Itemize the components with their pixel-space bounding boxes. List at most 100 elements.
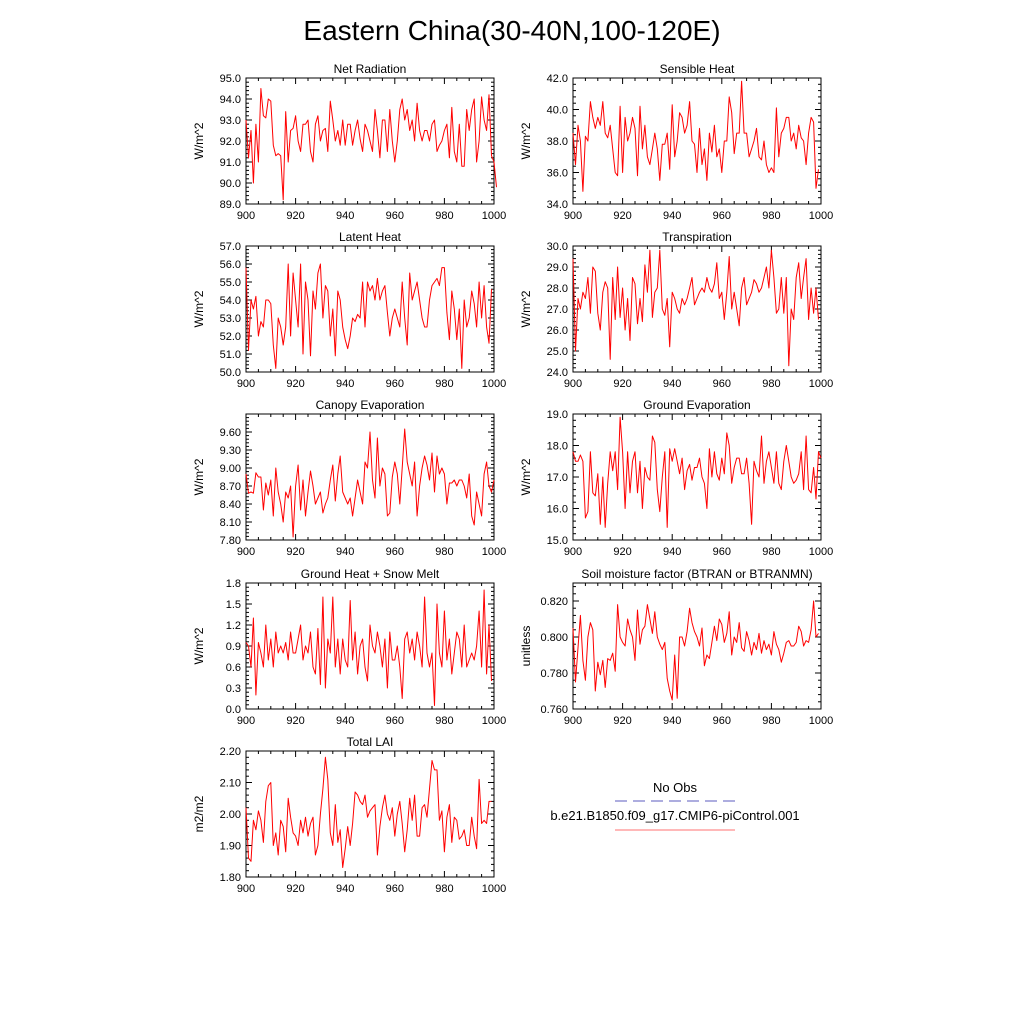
y-axis-label: W/m^2 (192, 122, 206, 159)
y-tick-label: 36.0 (547, 168, 568, 180)
y-tick-label: 95.0 (220, 73, 241, 85)
x-tick-label: 1000 (809, 546, 833, 558)
y-tick-label: 93.0 (220, 115, 241, 127)
y-tick-label: 18.0 (547, 441, 568, 453)
x-tick-label: 920 (286, 210, 304, 222)
x-tick-label: 900 (237, 883, 255, 895)
x-tick-label: 980 (762, 210, 780, 222)
panel-6: Ground Evaporation W/m^2 900 920 940 960 980 10… (519, 398, 833, 558)
y-tick-label: 9.60 (220, 427, 241, 439)
panels: Net Radiation W/m^2 900 920 940 960 980 1000 89.… (192, 62, 833, 895)
y-tick-label: 56.0 (220, 259, 241, 271)
panel-title: Sensible Heat (660, 62, 735, 76)
x-tick-label: 980 (435, 378, 453, 390)
x-tick-label: 960 (713, 378, 731, 390)
series-line-1 (572, 600, 819, 701)
x-tick-label: 1000 (809, 378, 833, 390)
panel-5: Canopy Evaporation W/m^2 900 920 940 960 980 10… (192, 398, 506, 558)
panel-title: Soil moisture factor (BTRAN or BTRANMN) (581, 567, 812, 581)
x-tick-label: 980 (435, 715, 453, 727)
y-tick-label: 0.780 (540, 668, 568, 680)
y-tick-label: 26.0 (547, 325, 568, 337)
x-tick-label: 1000 (809, 210, 833, 222)
series-line-1 (245, 589, 492, 706)
y-tick-label: 27.0 (547, 304, 568, 316)
x-tick-label: 920 (613, 546, 631, 558)
x-tick-label: 940 (663, 210, 681, 222)
x-tick-label: 940 (336, 715, 354, 727)
x-tick-label: 980 (762, 378, 780, 390)
y-tick-label: 19.0 (547, 409, 568, 421)
y-tick-label: 9.00 (220, 463, 241, 475)
y-tick-label: 17.0 (547, 472, 568, 484)
x-tick-label: 920 (613, 210, 631, 222)
x-tick-label: 900 (564, 378, 582, 390)
x-tick-label: 960 (386, 715, 404, 727)
y-tick-label: 34.0 (547, 199, 568, 211)
y-tick-label: 8.10 (220, 517, 241, 529)
figure-title: Eastern China(30-40N,100-120E) (303, 15, 720, 46)
x-tick-label: 940 (663, 546, 681, 558)
y-tick-label: 1.5 (226, 599, 241, 611)
y-tick-label: 24.0 (547, 367, 568, 379)
y-tick-label: 30.0 (547, 241, 568, 253)
x-tick-label: 940 (336, 210, 354, 222)
x-tick-label: 1000 (482, 210, 506, 222)
y-tick-label: 2.20 (220, 746, 241, 758)
y-tick-label: 1.2 (226, 620, 241, 632)
y-tick-label: 0.760 (540, 704, 568, 716)
x-tick-label: 940 (336, 883, 354, 895)
panel-9: Total LAI m2/m2 900 920 940 960 980 1000 1.80 1.9… (192, 735, 506, 895)
panel-4: Transpiration W/m^2 900 920 940 960 980 1000 24.… (519, 230, 833, 390)
x-tick-label: 1000 (482, 546, 506, 558)
y-tick-label: 42.0 (547, 73, 568, 85)
panel-2: Sensible Heat W/m^2 900 920 940 960 980 1000 34.… (519, 62, 833, 222)
y-tick-label: 55.0 (220, 277, 241, 289)
x-tick-label: 920 (613, 378, 631, 390)
panel-title: Latent Heat (339, 230, 402, 244)
y-axis-label: W/m^2 (192, 290, 206, 327)
y-tick-label: 90.0 (220, 178, 241, 190)
series-line-1 (572, 249, 819, 367)
series-line-1 (572, 80, 819, 192)
y-axis-label: W/m^2 (192, 458, 206, 495)
panel-3: Latent Heat W/m^2 900 920 940 960 980 1000 50.0 5… (192, 230, 506, 390)
y-tick-label: 91.0 (220, 157, 241, 169)
y-tick-label: 50.0 (220, 367, 241, 379)
panel-title: Canopy Evaporation (316, 398, 425, 412)
x-tick-label: 980 (762, 715, 780, 727)
y-tick-label: 8.40 (220, 499, 241, 511)
y-tick-label: 25.0 (547, 346, 568, 358)
y-tick-label: 40.0 (547, 105, 568, 117)
y-tick-label: 28.0 (547, 283, 568, 295)
series-line-1 (245, 88, 497, 201)
series-line-1 (245, 263, 492, 369)
x-tick-label: 900 (237, 715, 255, 727)
y-tick-label: 0.0 (226, 704, 241, 716)
x-tick-label: 960 (713, 715, 731, 727)
y-tick-label: 2.00 (220, 809, 241, 821)
x-tick-label: 960 (386, 210, 404, 222)
x-tick-label: 1000 (482, 378, 506, 390)
y-tick-label: 57.0 (220, 241, 241, 253)
y-axis-label: W/m^2 (519, 122, 533, 159)
y-tick-label: 29.0 (547, 262, 568, 274)
legend: No Obs b.e21.B1850.f09_g17.CMIP6-piContr… (550, 780, 800, 831)
y-tick-label: 1.8 (226, 578, 241, 590)
x-tick-label: 920 (286, 378, 304, 390)
y-tick-label: 0.800 (540, 632, 568, 644)
y-tick-label: 38.0 (547, 136, 568, 148)
y-tick-label: 9.30 (220, 445, 241, 457)
x-tick-label: 920 (613, 715, 631, 727)
panel-title: Total LAI (347, 735, 394, 749)
x-tick-label: 960 (386, 378, 404, 390)
x-tick-label: 920 (286, 883, 304, 895)
y-tick-label: 16.0 (547, 504, 568, 516)
y-axis-label: W/m^2 (192, 627, 206, 664)
panel-title: Ground Heat + Snow Melt (301, 567, 440, 581)
x-tick-label: 900 (237, 378, 255, 390)
panel-1: Net Radiation W/m^2 900 920 940 960 980 1000 89.… (192, 62, 506, 222)
y-tick-label: 0.820 (540, 596, 568, 608)
y-tick-label: 52.0 (220, 331, 241, 343)
